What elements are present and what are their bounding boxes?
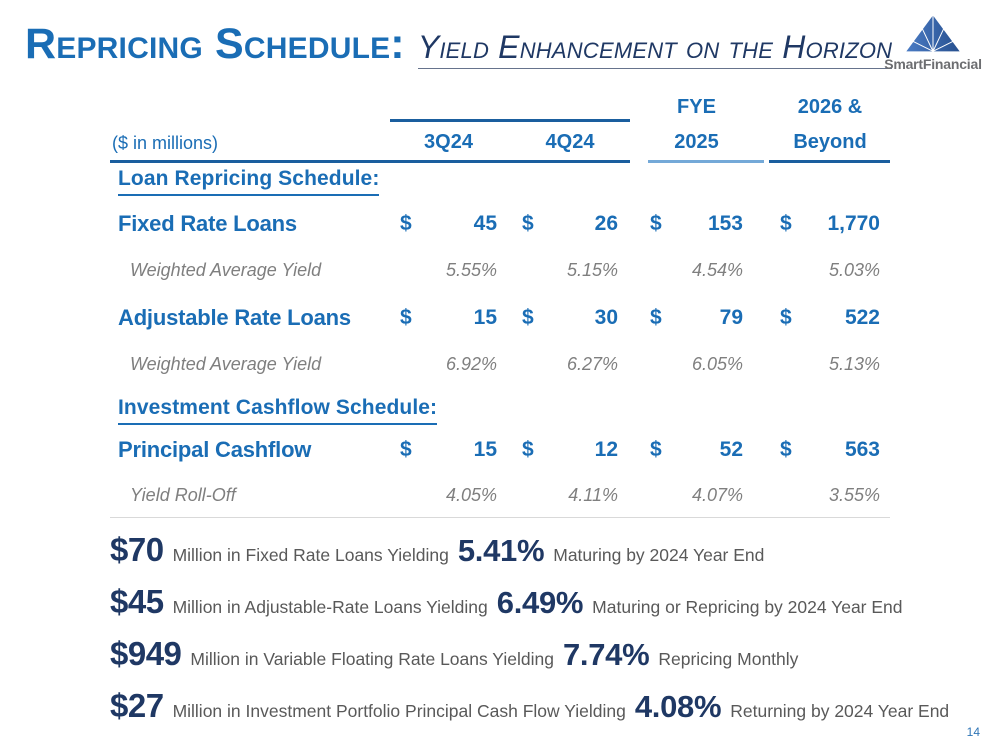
section-title: Investment Cashflow Schedule: [118, 396, 438, 425]
highlight-text: Million in Fixed Rate Loans Yielding [172, 545, 449, 565]
cell-value: 12 [594, 437, 618, 461]
highlight-suffix: Repricing Monthly [658, 649, 799, 669]
dollar-sign: $ [400, 437, 412, 461]
table-row-adjustable-rate-loans: Adjustable Rate Loans $15 $30 $79 $522 [110, 294, 890, 341]
cell-value: 6.92% [445, 354, 497, 374]
highlight-investment-portfolio: $27 Million in Investment Portfolio Prin… [110, 687, 980, 739]
header-rule-left [110, 160, 630, 163]
unit-note: ($ in millions) [112, 133, 219, 153]
highlight-suffix: Maturing by 2024 Year End [553, 545, 765, 565]
cell-value: 3.55% [828, 484, 880, 505]
table-header-row-top: FYE 2026 & [110, 88, 890, 122]
section-title: Loan Repricing Schedule: [118, 167, 380, 196]
column-header-beyond: 2026 & [797, 96, 863, 118]
highlight-rate: 7.74% [562, 637, 650, 672]
cell-value: 4.05% [445, 484, 497, 505]
dollar-sign: $ [780, 305, 792, 329]
table-row-fixed-rate-loans: Fixed Rate Loans $45 $26 $153 $1,770 [110, 200, 890, 247]
table-bottom-rule [110, 517, 890, 518]
cell-value: 30 [594, 305, 618, 329]
column-header-2025: 2025 [674, 131, 719, 153]
dollar-sign: $ [650, 305, 662, 329]
highlight-amount: $949 [110, 635, 182, 672]
pyramid-logo-icon [875, 13, 991, 55]
column-header-beyond2: Beyond [793, 131, 867, 153]
table-header-row: ($ in millions) 3Q24 4Q24 2025 Beyond [110, 122, 890, 160]
page-title: Repricing Schedule: [25, 20, 405, 68]
highlight-variable-floating: $949 Million in Variable Floating Rate L… [110, 635, 980, 687]
table-row-weighted-average-yield: Weighted Average Yield 5.55% 5.15% 4.54%… [110, 247, 890, 294]
dollar-sign: $ [780, 211, 792, 235]
cell-value: 4.11% [568, 484, 618, 505]
cell-value: 45 [473, 211, 497, 235]
highlight-amount: $70 [110, 531, 164, 568]
dollar-sign: $ [400, 211, 412, 235]
highlight-rate: 6.49% [496, 585, 584, 620]
highlight-amount: $27 [110, 687, 164, 724]
smartfinancial-logo: SmartFinancial [875, 13, 991, 72]
cell-value: 4.07% [691, 484, 743, 505]
column-header-fye: FYE [677, 96, 716, 118]
cell-value: 522 [844, 305, 880, 329]
cell-value: 15 [473, 437, 497, 461]
highlight-text: Million in Variable Floating Rate Loans … [190, 649, 554, 669]
row-label: Weighted Average Yield [130, 354, 322, 374]
dollar-sign: $ [400, 305, 412, 329]
dollar-sign: $ [780, 437, 792, 461]
highlight-suffix: Returning by 2024 Year End [730, 701, 950, 721]
dollar-sign: $ [650, 211, 662, 235]
cell-value: 5.55% [445, 260, 497, 280]
header-rule-2025 [648, 160, 764, 163]
page-number: 14 [966, 725, 980, 739]
highlight-text: Million in Adjustable-Rate Loans Yieldin… [172, 597, 488, 617]
cell-value: 52 [719, 437, 743, 461]
section-header-loan-repricing: Loan Repricing Schedule: [110, 160, 890, 200]
cell-value: 1,770 [827, 211, 880, 235]
highlight-rate: 4.08% [634, 689, 722, 724]
section-header-investment-cashflow: Investment Cashflow Schedule: [110, 388, 890, 426]
quarters-group-rule [390, 119, 630, 122]
highlight-fixed-rate: $70 Million in Fixed Rate Loans Yielding… [110, 531, 980, 583]
cell-value: 6.05% [691, 354, 743, 374]
highlight-rate: 5.41% [457, 533, 545, 568]
header-rule-beyond [769, 160, 890, 163]
column-header-4q24: 4Q24 [545, 131, 595, 153]
dollar-sign: $ [650, 437, 662, 461]
cell-value: 6.27% [566, 354, 618, 374]
highlight-statements: $70 Million in Fixed Rate Loans Yielding… [110, 531, 980, 739]
cell-value: 5.15% [566, 260, 618, 280]
highlight-amount: $45 [110, 583, 164, 620]
cell-value: 563 [844, 437, 880, 461]
highlight-suffix: Maturing or Repricing by 2024 Year End [592, 597, 903, 617]
cell-value: 4.54% [691, 260, 743, 280]
dollar-sign: $ [522, 437, 534, 461]
dollar-sign: $ [522, 305, 534, 329]
highlight-adjustable-rate: $45 Million in Adjustable-Rate Loans Yie… [110, 583, 980, 635]
row-label: Adjustable Rate Loans [118, 304, 351, 330]
row-label: Weighted Average Yield [130, 260, 322, 280]
cell-value: 15 [473, 305, 497, 329]
cell-value: 26 [594, 211, 618, 235]
cell-value: 79 [719, 305, 743, 329]
cell-value: 5.03% [828, 260, 880, 280]
header-rules [110, 160, 890, 163]
row-label: Fixed Rate Loans [118, 210, 297, 236]
row-label: Principal Cashflow [118, 436, 312, 462]
repricing-table: FYE 2026 & ($ in millions) 3Q24 4Q24 202… [110, 88, 890, 518]
page-subtitle: Yield Enhancement on the Horizon [417, 29, 893, 69]
row-label: Yield Roll-Off [130, 484, 236, 505]
slide-header: Repricing Schedule: Yield Enhancement on… [25, 20, 893, 69]
highlight-text: Million in Investment Portfolio Principa… [172, 701, 626, 721]
dollar-sign: $ [522, 211, 534, 235]
cell-value: 5.13% [828, 354, 880, 374]
cell-value: 153 [707, 211, 743, 235]
column-header-3q24: 3Q24 [424, 131, 473, 153]
logo-wordmark: SmartFinancial [884, 56, 982, 72]
table-row-weighted-average-yield: Weighted Average Yield 6.92% 6.27% 6.05%… [110, 341, 890, 388]
table-row-yield-roll-off: Yield Roll-Off 4.05% 4.11% 4.07% 3.55% [110, 473, 890, 517]
table-row-principal-cashflow: Principal Cashflow $15 $12 $52 $563 [110, 426, 890, 473]
